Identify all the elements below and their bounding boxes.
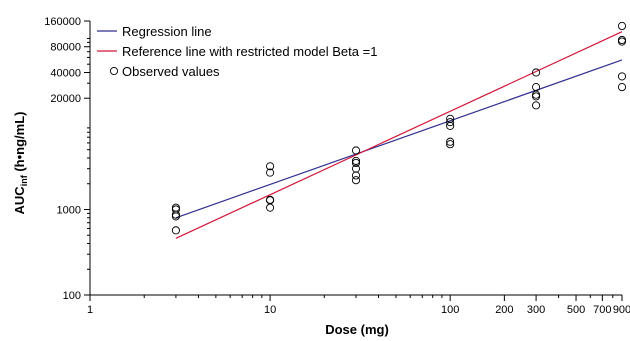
y-tick-label: 40000 bbox=[50, 67, 81, 79]
legend-label-reference: Reference line with restricted model Bet… bbox=[122, 44, 377, 59]
reference-line bbox=[175, 31, 623, 239]
observed-point bbox=[351, 158, 361, 168]
observed-point bbox=[617, 35, 627, 45]
y-tick-label: 80000 bbox=[50, 42, 81, 54]
observed-point bbox=[617, 37, 627, 46]
observed-point bbox=[446, 121, 455, 130]
observed-points bbox=[171, 21, 627, 235]
x-axis-title: Dose (mg) bbox=[325, 322, 389, 337]
observed-point bbox=[266, 162, 275, 171]
observed-point bbox=[171, 226, 180, 235]
observed-point bbox=[532, 101, 541, 110]
regression-line bbox=[175, 59, 623, 219]
observed-point bbox=[532, 68, 541, 77]
y-tick-label: 1000 bbox=[57, 204, 81, 216]
observed-point bbox=[171, 212, 180, 221]
observed-point bbox=[446, 137, 455, 146]
x-tick-label: 10 bbox=[264, 304, 276, 316]
y-axis-title: AUCinf (h•ng/mL) bbox=[12, 112, 29, 215]
observed-point bbox=[171, 203, 180, 212]
observed-point bbox=[266, 168, 275, 177]
x-tick-label: 200 bbox=[495, 304, 513, 316]
x-tick-label: 700 bbox=[593, 304, 611, 316]
x-tick-label: 300 bbox=[527, 304, 545, 316]
observed-point bbox=[617, 83, 627, 92]
y-tick-label: 100 bbox=[63, 290, 81, 302]
observed-point bbox=[617, 72, 627, 81]
observed-point bbox=[266, 196, 275, 205]
observed-point bbox=[351, 176, 361, 185]
observed-point bbox=[351, 171, 361, 180]
observed-point bbox=[351, 146, 361, 155]
legend-marker-observed bbox=[109, 66, 119, 76]
observed-point bbox=[532, 90, 541, 99]
axes-group: 1 10 100 200 300 500 700 900 100 1000 20000 40000 80… bbox=[44, 16, 630, 316]
y-tick-label: 160000 bbox=[44, 16, 81, 28]
observed-point bbox=[446, 118, 455, 127]
legend: Regression line Reference line with rest… bbox=[97, 24, 377, 79]
x-tick-label: 1 bbox=[87, 304, 93, 316]
observed-point bbox=[446, 140, 455, 149]
x-tick-label: 100 bbox=[441, 304, 459, 316]
observed-point bbox=[532, 83, 541, 92]
legend-label-regression: Regression line bbox=[122, 24, 212, 39]
observed-point bbox=[532, 92, 541, 101]
legend-label-observed: Observed values bbox=[122, 64, 220, 79]
x-tick-label: 500 bbox=[567, 304, 585, 316]
series-lines bbox=[175, 31, 623, 239]
y-tick-label: 20000 bbox=[50, 93, 81, 105]
x-tick-label: 900 bbox=[613, 304, 630, 316]
observed-point bbox=[617, 21, 627, 31]
observed-point bbox=[351, 156, 361, 165]
observed-point bbox=[266, 203, 275, 212]
